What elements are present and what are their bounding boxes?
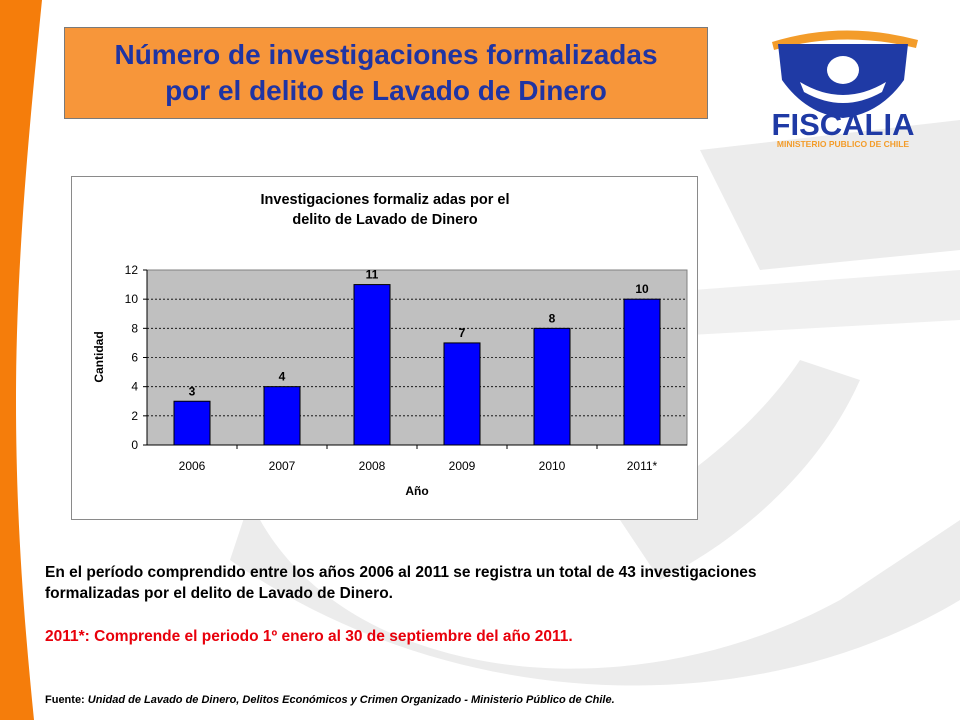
y-tick-label: 12 [125,263,139,277]
bar-2007 [263,386,301,446]
source-note: Fuente: Unidad de Lavado de Dinero, Deli… [45,694,615,706]
y-tick-label: 6 [131,351,138,365]
x-tick-label-2008: 2008 [359,459,386,473]
summary-paragraph: En el período comprendido entre los años… [45,562,925,604]
bar-2010 [533,327,571,446]
y-tick-label: 0 [131,438,138,452]
data-label-2006: 3 [189,384,196,398]
footnote-2011: 2011*: Comprende el periodo 1º enero al … [45,628,573,645]
y-axis-label: Cantidad [92,331,106,382]
data-label-2010: 8 [549,311,556,325]
page-title-line-1: Número de investigaciones formalizadas [114,39,658,70]
x-tick-label-2010: 2010 [539,459,566,473]
x-axis-ticks: 2006 2007 2008 2009 2010 2011* [147,444,687,473]
fiscalia-logo: FISCALIA MINISTERIO PUBLICO DE CHILE [772,30,918,149]
data-label-2011*: 10 [635,282,649,296]
title-box: Número de investigaciones formalizadas p… [64,27,708,119]
bars: 3 4 11 7 8 10 [173,268,661,446]
summary-line-1: En el período comprendido entre los años… [45,564,757,581]
y-axis-ticks: 0 2 4 6 8 10 12 [125,263,148,452]
bar-2009 [443,342,481,446]
x-tick-label-2006: 2006 [179,459,206,473]
chart-container: Investigaciones formaliz adas por el del… [71,176,698,520]
x-tick-label-2009: 2009 [449,459,476,473]
x-tick-label-2007: 2007 [269,459,296,473]
orange-side-band [0,0,42,720]
bar-2006 [173,400,211,446]
gridlines [147,298,687,417]
chart-title-line-2: delito de Lavado de Dinero [292,212,477,228]
source-text: Unidad de Lavado de Dinero, Delitos Econ… [84,694,615,706]
y-tick-label: 8 [131,321,138,335]
data-label-2008: 11 [366,268,379,282]
y-tick-label: 10 [125,292,139,306]
source-label: Fuente: [45,694,85,706]
page-title-line-2: por el delito de Lavado de Dinero [165,75,607,106]
logo-wordmark: FISCALIA [772,107,915,142]
bar-chart: Investigaciones formaliz adas por el del… [92,192,688,498]
data-label-2007: 4 [279,370,286,384]
bar-2011* [623,298,661,446]
y-tick-label: 4 [131,380,138,394]
x-axis-label: Año [405,484,428,498]
summary-line-2: formalizadas por el delito de Lavado de … [45,585,393,602]
x-tick-label-2011*: 2011* [627,459,658,473]
fiscalia-emblem-icon [772,30,918,118]
bar-2008 [353,284,391,446]
logo-subtitle: MINISTERIO PUBLICO DE CHILE [777,139,910,149]
data-label-2009: 7 [459,326,466,340]
y-tick-label: 2 [131,409,138,423]
chart-title-line-1: Investigaciones formaliz adas por el [261,192,510,208]
